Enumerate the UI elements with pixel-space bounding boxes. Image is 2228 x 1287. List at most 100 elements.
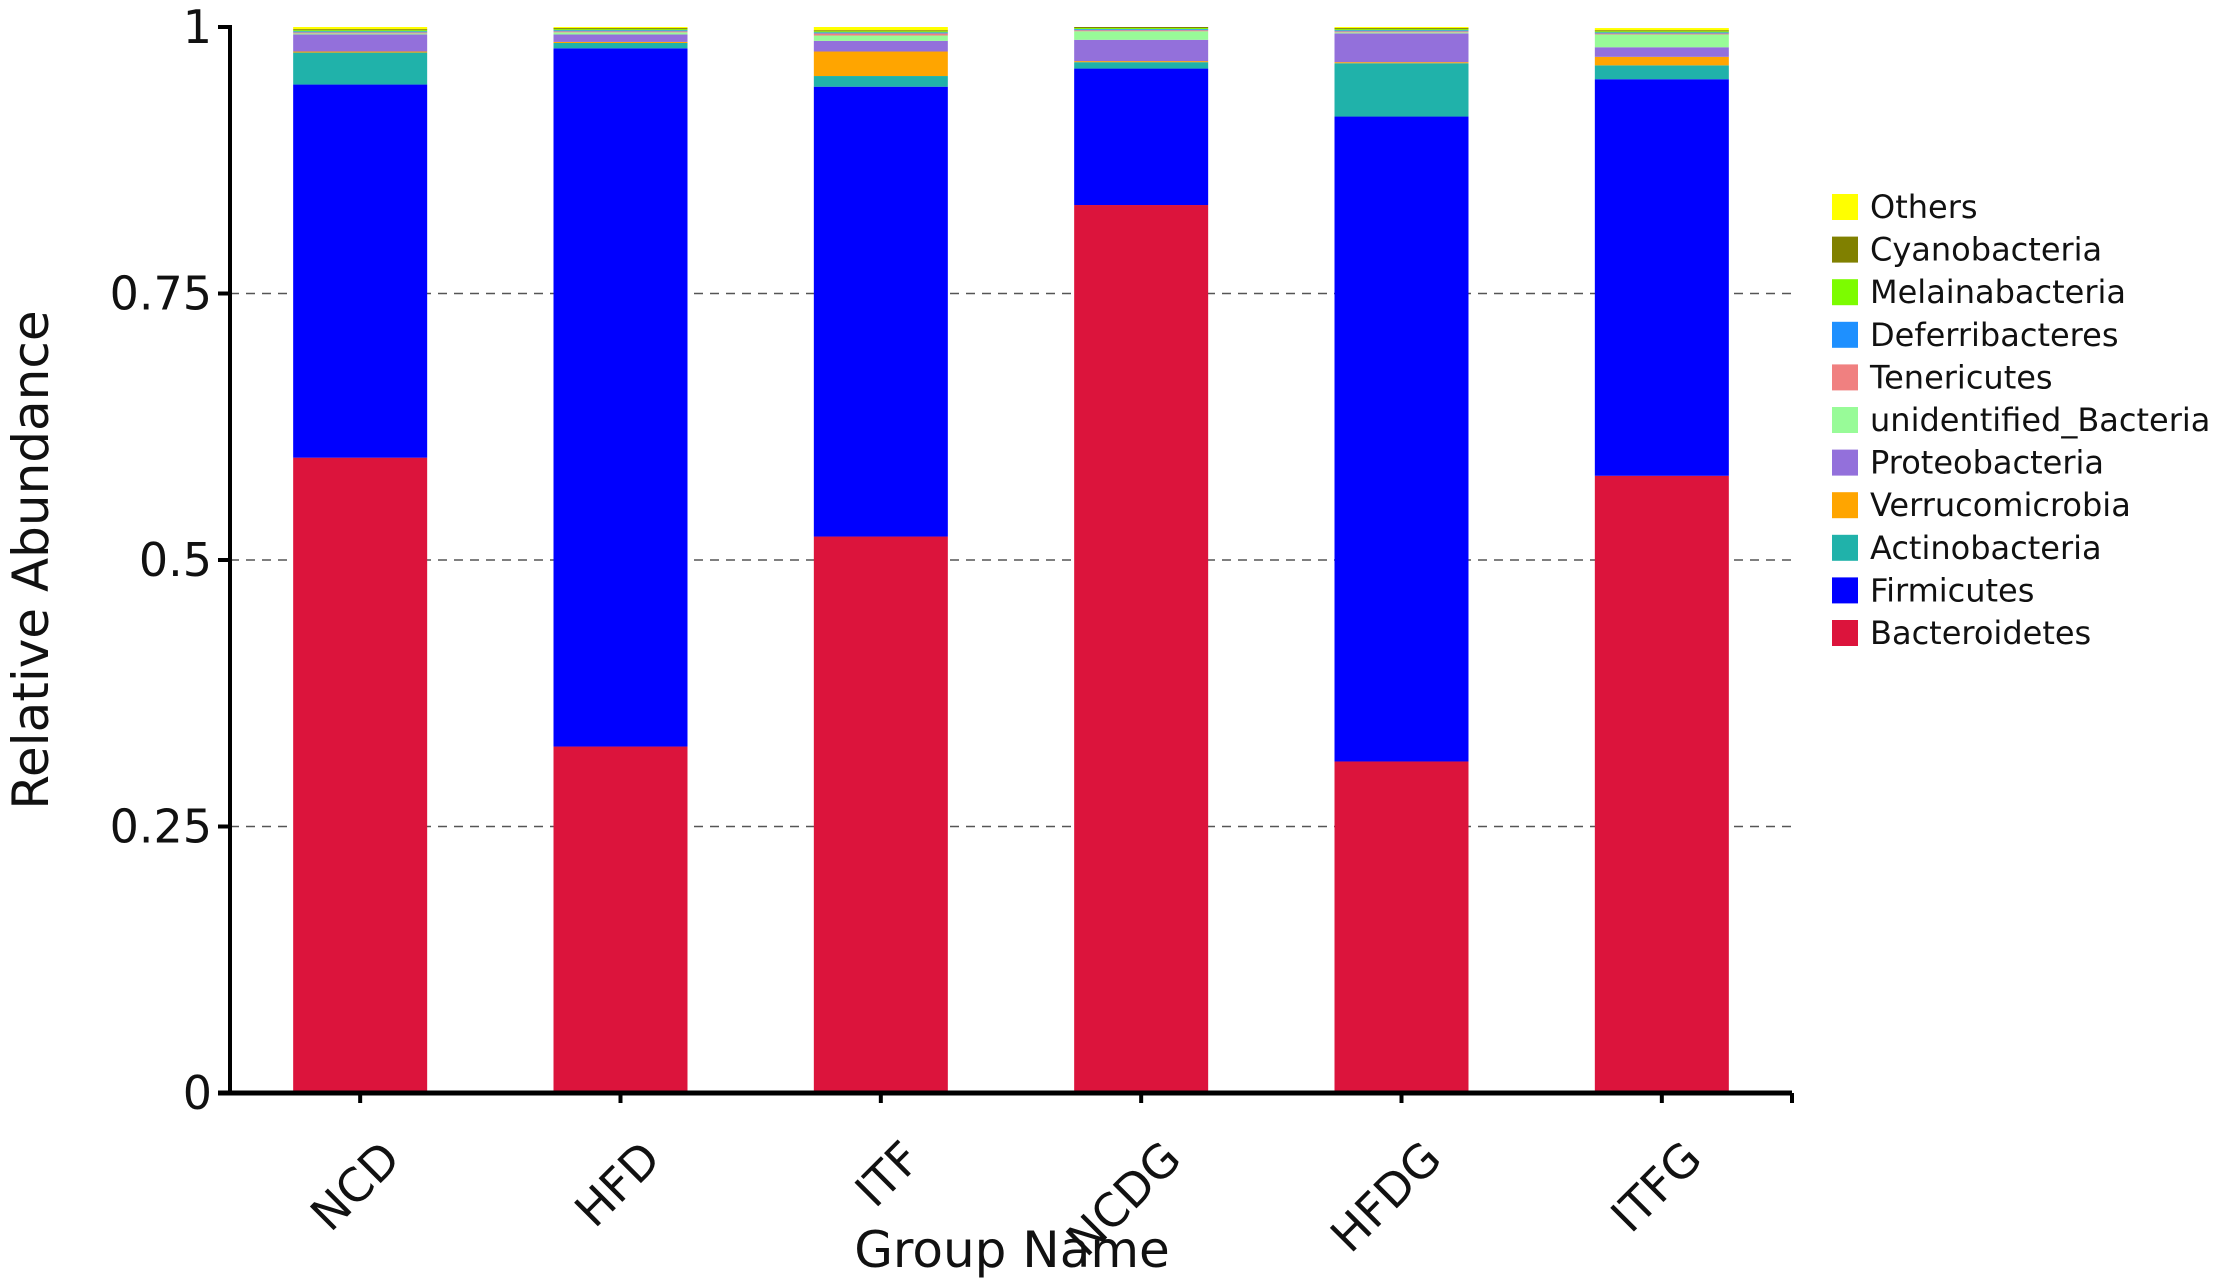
y-tick-label: 1	[183, 0, 212, 54]
bar-segment	[813, 40, 948, 52]
bar-segment	[293, 52, 428, 85]
bar-segment	[813, 30, 948, 32]
axes	[218, 25, 1794, 1103]
legend-swatch	[1832, 577, 1858, 604]
bar-segment	[813, 33, 948, 36]
legend-swatch	[1832, 492, 1858, 519]
bar-segment	[1594, 65, 1729, 80]
bar-segment	[813, 51, 948, 77]
bar-segment	[1074, 205, 1209, 1094]
bar-segment	[553, 31, 688, 33]
bar-segment	[1594, 79, 1729, 476]
bar-segment	[1334, 62, 1469, 64]
bar-segment	[293, 27, 428, 30]
legend-swatch	[1832, 279, 1858, 306]
legend-label: Proteobacteria	[1870, 444, 2104, 482]
legend-swatch	[1832, 236, 1858, 263]
bar-segment	[553, 34, 688, 42]
bar-segment	[293, 457, 428, 1093]
bar-segment	[293, 29, 428, 31]
bar-segment	[1594, 28, 1729, 31]
bar-segment	[553, 28, 688, 30]
x-tick-label: NCD	[300, 1131, 410, 1241]
bar-segment	[1594, 32, 1729, 34]
legend-label: Tenericutes	[1869, 358, 2053, 396]
bar-segment	[1334, 30, 1469, 32]
legend-label: Verrucomicrobia	[1870, 486, 2131, 524]
bar-segment	[293, 30, 428, 32]
x-tick-label: ITF	[845, 1131, 931, 1217]
bar-segment	[813, 27, 948, 31]
bar-segment	[813, 32, 948, 34]
y-tick-label: 0	[183, 1066, 212, 1120]
bar-segment	[1594, 34, 1729, 48]
bar-segment	[813, 31, 948, 33]
bar-segment	[1594, 33, 1729, 35]
bar-segment	[1074, 68, 1209, 206]
bar-segment	[1334, 33, 1469, 63]
legend-swatch	[1832, 534, 1858, 561]
bar-segment	[293, 31, 428, 33]
bar-segment	[1334, 116, 1469, 762]
legend-label: Deferribacteres	[1870, 316, 2118, 354]
bar-segment	[1334, 761, 1469, 1093]
x-tick-label: HFDG	[1320, 1131, 1452, 1263]
legend-swatch	[1832, 321, 1858, 348]
legend-swatch	[1832, 449, 1858, 476]
bar-segment	[1594, 30, 1729, 32]
bar-segment	[293, 33, 428, 35]
bar-segment	[553, 746, 688, 1093]
bar-segment	[1074, 29, 1209, 31]
legend-label: Others	[1870, 188, 1978, 226]
bar-segment	[553, 41, 688, 43]
bar-segment	[293, 51, 428, 53]
bar-segment	[1334, 32, 1469, 34]
bar-segment	[1074, 61, 1209, 63]
bar-segment	[553, 30, 688, 32]
legend-label: Actinobacteria	[1870, 529, 2102, 567]
bar-segment	[1074, 39, 1209, 62]
bar-segment	[1334, 29, 1469, 31]
bar-segment	[553, 27, 688, 29]
bar-segment	[553, 32, 688, 35]
bar-segment	[1334, 31, 1469, 33]
y-tick-label: 0.5	[139, 533, 212, 587]
bar-segment	[553, 48, 688, 747]
bar-segment	[1334, 28, 1469, 30]
bar-segment	[293, 34, 428, 52]
bar-segment	[813, 35, 948, 41]
x-tick-label: ITFG	[1600, 1131, 1712, 1243]
legend-swatch	[1832, 194, 1858, 220]
legend-label: Bacteroidetes	[1870, 614, 2091, 652]
legend-swatch	[1832, 364, 1858, 391]
y-tick-label: 0.75	[110, 267, 212, 321]
legend-label: Firmicutes	[1870, 571, 2034, 609]
bar-segment	[1074, 28, 1209, 30]
bar-segment	[1334, 27, 1469, 29]
gridlines	[230, 292, 1792, 828]
x-axis-title: Group Name	[854, 1221, 1170, 1279]
bar-segment	[1594, 475, 1729, 1093]
bar-segment	[1594, 31, 1729, 33]
bar-segment	[1074, 62, 1209, 69]
bar-segment	[1594, 47, 1729, 57]
legend-label: Melainabacteria	[1870, 273, 2126, 311]
bar-segment	[813, 536, 948, 1093]
y-axis-title: Relative Abundance	[2, 310, 60, 809]
bar-segment	[1074, 30, 1209, 32]
bar-segment	[813, 76, 948, 87]
bar-segment	[1334, 63, 1469, 117]
bar-segment	[813, 86, 948, 537]
bar-segment	[1594, 56, 1729, 66]
bar-segment	[553, 42, 688, 49]
bars	[293, 27, 1729, 1094]
legend-label: unidentified_Bacteria	[1870, 401, 2210, 439]
bar-segment	[553, 29, 688, 31]
bar-segment	[1074, 31, 1209, 40]
x-tick-label: HFD	[564, 1131, 670, 1237]
bar-segment	[293, 84, 428, 458]
bar-segment	[1074, 27, 1209, 29]
y-tick-label: 0.25	[110, 800, 212, 854]
legend-swatch	[1832, 620, 1858, 646]
